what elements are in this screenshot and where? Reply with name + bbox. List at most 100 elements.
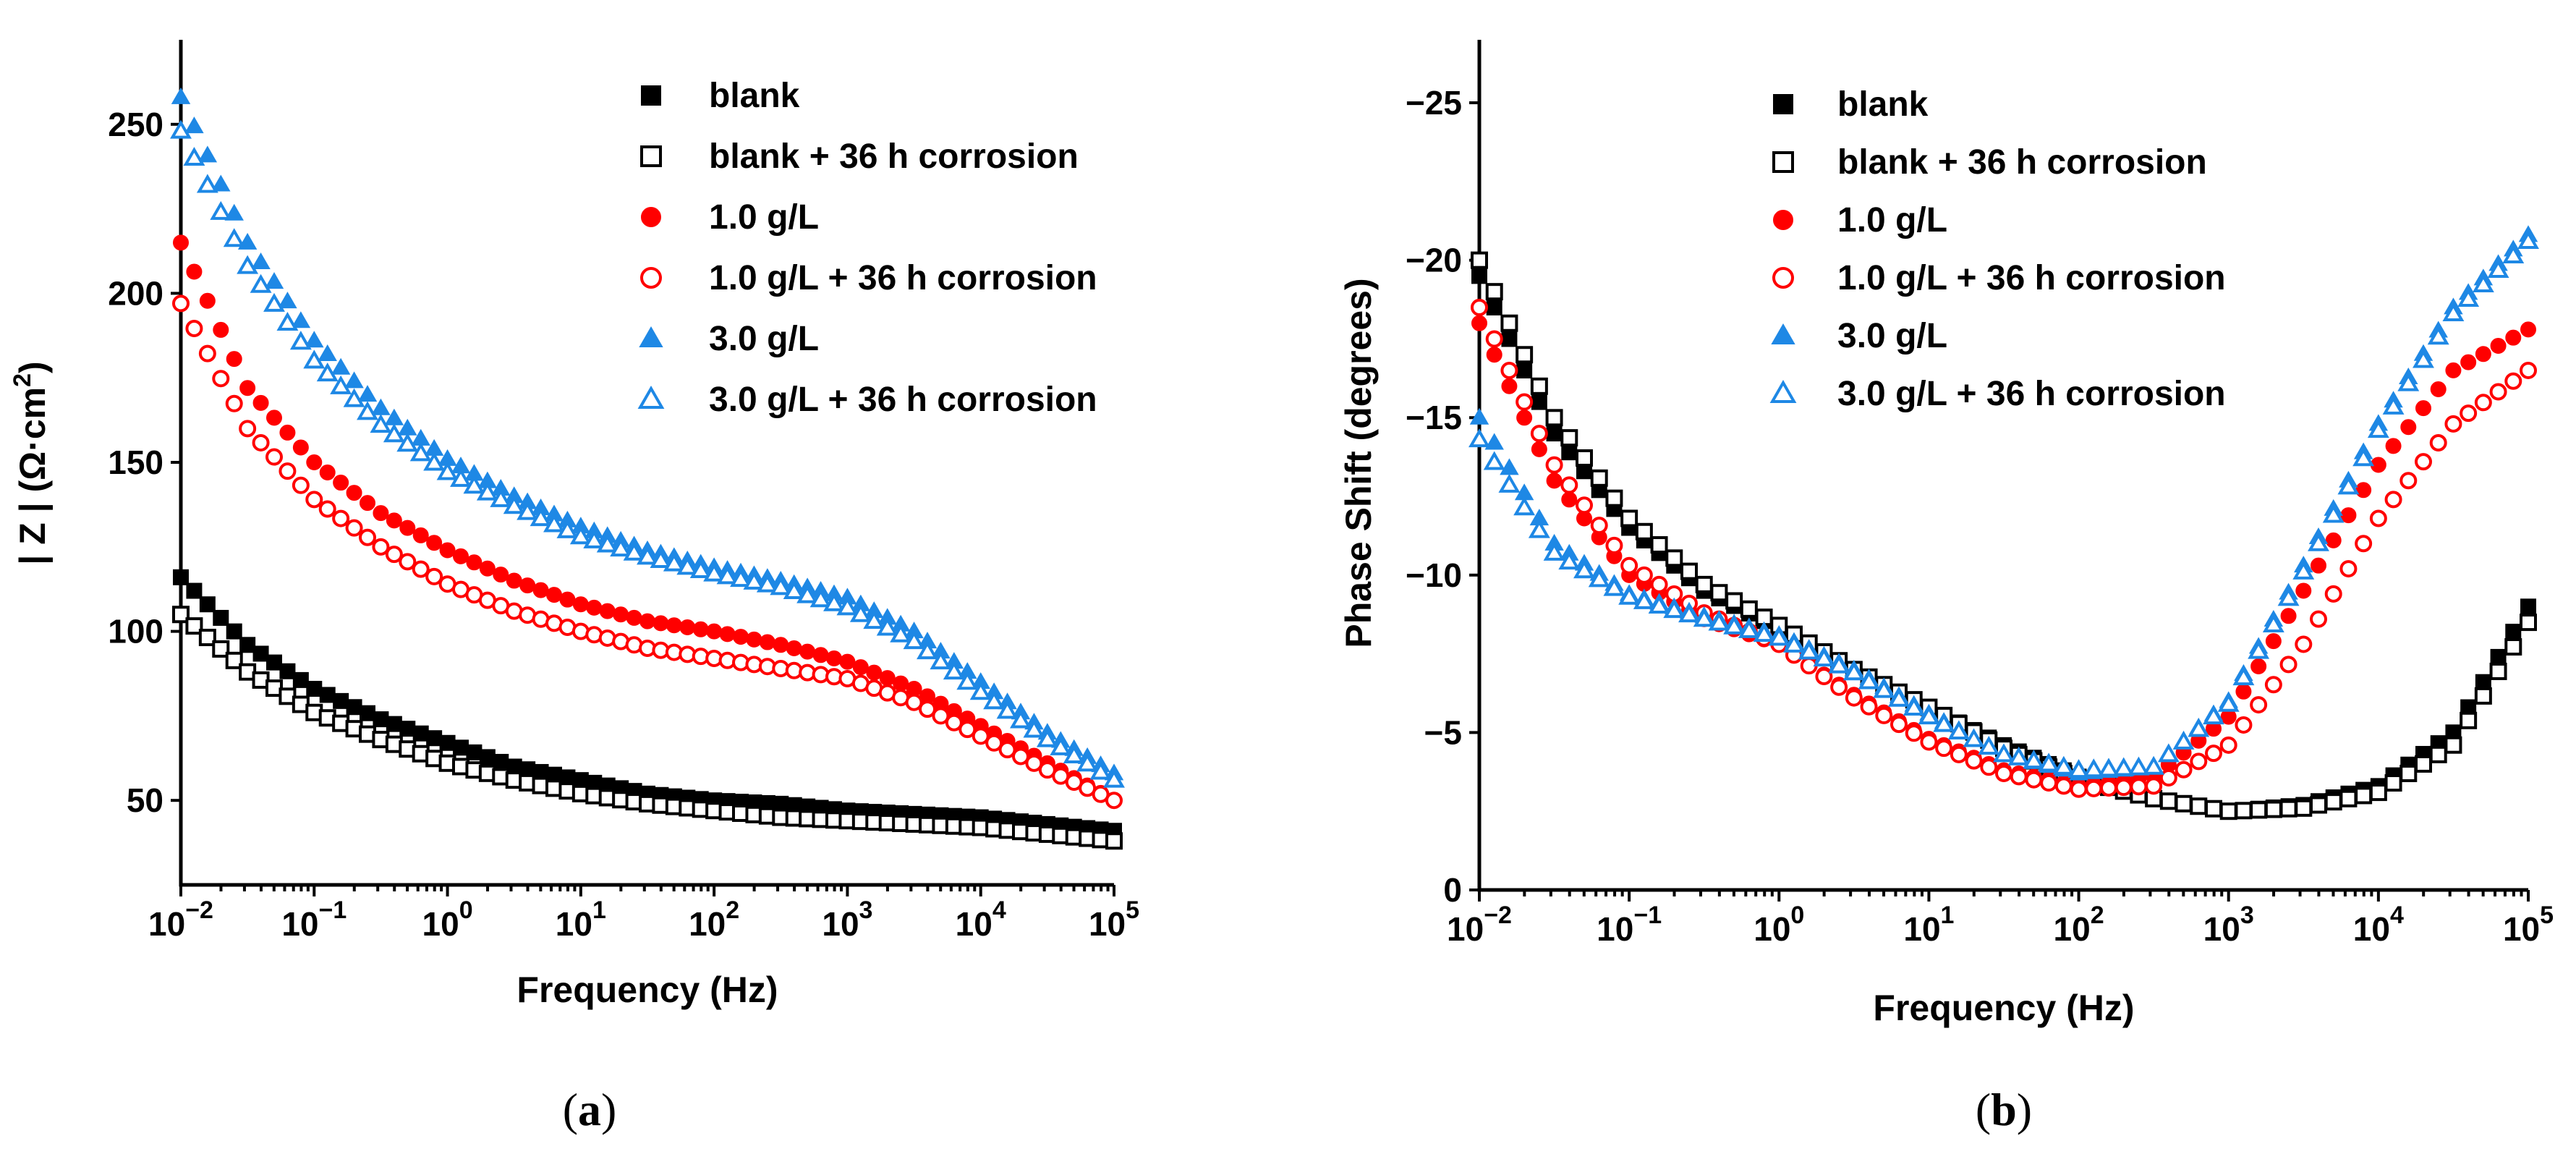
data-point bbox=[783, 580, 805, 599]
data-point bbox=[198, 629, 216, 647]
data-point bbox=[224, 203, 244, 221]
data-point bbox=[1950, 745, 1968, 763]
data-point bbox=[1620, 556, 1638, 574]
data-point bbox=[493, 567, 509, 583]
data-point bbox=[639, 613, 655, 629]
y-tick-label: 250 bbox=[108, 106, 163, 143]
data-point bbox=[239, 420, 257, 438]
data-point bbox=[1576, 449, 1593, 467]
x-tick-label-exponent: −2 bbox=[185, 896, 213, 924]
y-tick-label: 50 bbox=[127, 781, 163, 819]
legend-marker bbox=[1772, 151, 1794, 173]
data-point bbox=[2504, 638, 2522, 656]
data-point bbox=[773, 637, 789, 653]
data-point bbox=[1845, 689, 1863, 707]
data-point bbox=[1469, 407, 1489, 425]
data-point bbox=[2489, 662, 2507, 680]
x-tick-label-exponent: 3 bbox=[2240, 902, 2254, 929]
data-point bbox=[2367, 419, 2389, 438]
data-point bbox=[371, 398, 391, 415]
data-point bbox=[252, 433, 270, 451]
data-point bbox=[2264, 800, 2282, 818]
data-point bbox=[226, 623, 242, 640]
data-point bbox=[730, 568, 752, 588]
data-point bbox=[425, 567, 443, 585]
data-point bbox=[1050, 736, 1072, 755]
data-point bbox=[279, 462, 297, 480]
x-tick-label-exponent: 0 bbox=[1790, 902, 1804, 929]
data-point bbox=[251, 252, 271, 269]
data-point bbox=[2175, 760, 2193, 779]
data-point bbox=[1530, 377, 1548, 395]
data-point bbox=[1693, 608, 1715, 627]
data-point bbox=[1798, 640, 1820, 660]
data-point bbox=[2442, 302, 2465, 322]
data-point bbox=[1560, 429, 1578, 447]
data-point bbox=[663, 552, 685, 572]
data-point bbox=[212, 370, 230, 388]
data-point bbox=[1471, 298, 1488, 316]
data-point bbox=[556, 519, 579, 538]
data-point bbox=[2308, 532, 2329, 551]
y-axis-title-end: ) bbox=[12, 361, 53, 373]
data-point bbox=[2250, 801, 2268, 819]
data-point bbox=[2280, 608, 2297, 624]
data-point bbox=[289, 331, 312, 350]
panel-caption-close: ) bbox=[601, 1084, 616, 1135]
data-point bbox=[2010, 768, 2028, 786]
data-point bbox=[1516, 346, 1534, 364]
legend-label: blank bbox=[1837, 85, 1929, 124]
data-point bbox=[2429, 433, 2447, 451]
data-point bbox=[956, 671, 979, 690]
data-point bbox=[173, 569, 189, 585]
data-point bbox=[1558, 551, 1581, 570]
data-point bbox=[2277, 587, 2300, 606]
data-point bbox=[1605, 536, 1623, 554]
data-point bbox=[1635, 522, 1653, 540]
data-point bbox=[276, 312, 299, 331]
data-point bbox=[1561, 444, 1578, 461]
x-tick-label-base: 10 bbox=[1754, 910, 1790, 948]
data-point bbox=[2219, 736, 2237, 754]
data-point bbox=[1546, 472, 1563, 489]
data-point bbox=[2460, 711, 2478, 729]
data-point bbox=[171, 87, 191, 104]
data-point bbox=[623, 541, 645, 561]
y-tick-label: −25 bbox=[1406, 84, 1462, 122]
data-point bbox=[2352, 447, 2375, 467]
data-point bbox=[1105, 832, 1123, 850]
data-point bbox=[305, 331, 324, 348]
data-point bbox=[2007, 746, 2030, 766]
data-point bbox=[1545, 409, 1563, 427]
data-point bbox=[2292, 560, 2315, 580]
series-blank bbox=[1471, 268, 2536, 820]
data-point bbox=[357, 385, 378, 402]
data-point bbox=[716, 565, 739, 585]
data-point bbox=[1023, 718, 1045, 738]
y-axis-title-superscript: 2 bbox=[9, 373, 36, 387]
data-point bbox=[1695, 575, 1713, 593]
data-point bbox=[852, 659, 869, 676]
data-point bbox=[1590, 517, 1608, 535]
x-tick-label-base: 10 bbox=[1903, 910, 1940, 948]
data-point bbox=[225, 394, 243, 412]
data-point bbox=[2203, 705, 2224, 725]
data-point bbox=[1543, 541, 1565, 561]
data-point bbox=[2475, 674, 2491, 690]
data-point bbox=[426, 535, 443, 551]
x-tick-label: 10−2 bbox=[148, 896, 213, 943]
legend-marker bbox=[640, 145, 662, 167]
data-point bbox=[1573, 559, 1595, 579]
data-point bbox=[346, 699, 362, 716]
data-point bbox=[2505, 624, 2522, 640]
x-tick-label: 104 bbox=[2353, 902, 2404, 948]
data-point bbox=[1663, 599, 1686, 619]
data-point bbox=[1650, 575, 1668, 593]
x-tick-label-base: 10 bbox=[956, 905, 992, 943]
data-point bbox=[318, 344, 337, 362]
data-point bbox=[812, 647, 829, 663]
data-point bbox=[2520, 614, 2537, 632]
data-point bbox=[1648, 594, 1670, 614]
data-point bbox=[239, 637, 256, 653]
